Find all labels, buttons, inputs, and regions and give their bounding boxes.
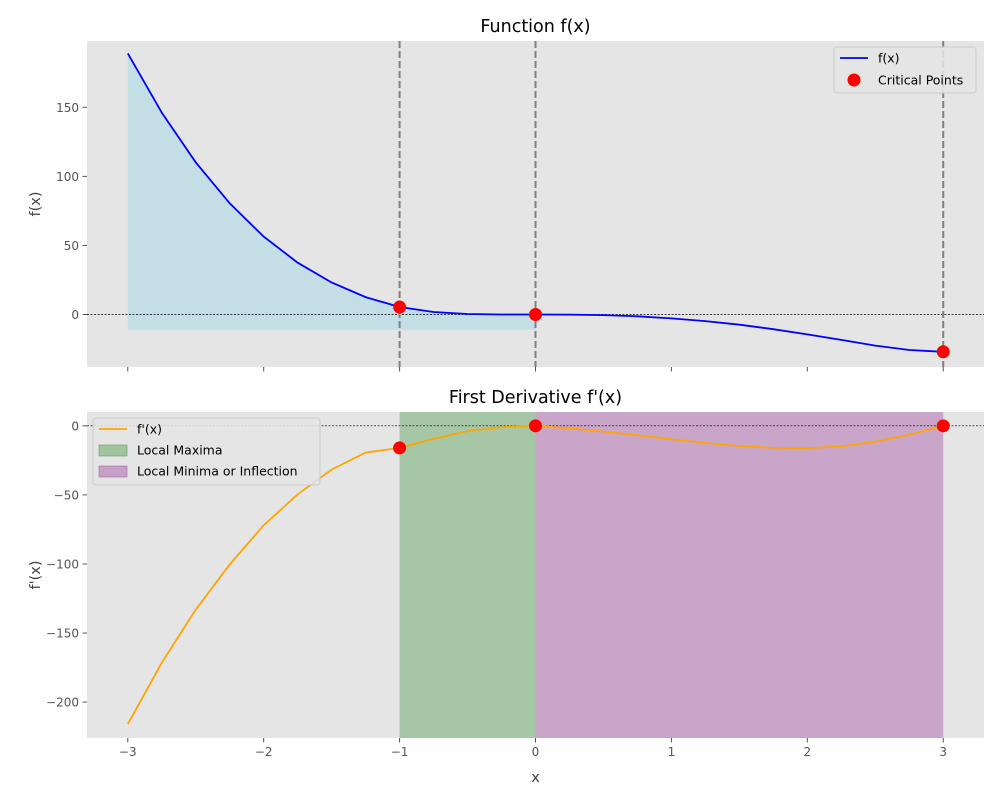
critical-point-0 bbox=[393, 300, 407, 314]
x-tick-label: 3 bbox=[939, 745, 947, 759]
critical-point-2 bbox=[936, 419, 950, 433]
y-tick-label: −150 bbox=[46, 627, 79, 641]
legend-label: f'(x) bbox=[137, 422, 162, 437]
y-axis-label: f(x) bbox=[28, 192, 44, 217]
y-tick-label: −100 bbox=[46, 557, 79, 571]
legend: f'(x) Local Maxima Local Minima or Inflect… bbox=[92, 417, 321, 486]
x-axis-label: x bbox=[531, 770, 540, 786]
derivative-plot: −3 −2 −1 0 1 2 3 0 −50 −100 −150 −200 First Derivati… bbox=[28, 388, 984, 786]
x-tick-label: 0 bbox=[532, 745, 540, 759]
band-local-maxima bbox=[399, 412, 536, 738]
x-tick-label: 1 bbox=[668, 745, 676, 759]
legend-label: Critical Points bbox=[878, 73, 963, 88]
y-axis-label: f'(x) bbox=[28, 561, 44, 590]
x-tick-label: −2 bbox=[255, 745, 273, 759]
chart-title: First Derivative f'(x) bbox=[449, 388, 622, 408]
y-tick-label: 50 bbox=[64, 239, 79, 253]
critical-point-1 bbox=[529, 419, 542, 433]
x-tick-label: 2 bbox=[803, 745, 811, 759]
legend-marker-swatch bbox=[847, 73, 861, 87]
legend-label: f(x) bbox=[878, 51, 900, 66]
y-tick-label: 0 bbox=[71, 419, 79, 433]
function-plot: 0 50 100 150 Function f(x) f(x) f(x) Critical P… bbox=[28, 17, 984, 372]
critical-point-1 bbox=[529, 308, 542, 322]
legend-box bbox=[833, 46, 977, 94]
legend-box bbox=[92, 417, 321, 486]
legend-label: Local Maxima bbox=[137, 443, 223, 458]
chart-title: Function f(x) bbox=[480, 17, 590, 37]
x-tick-label: −3 bbox=[119, 745, 137, 759]
legend: f(x) Critical Points bbox=[833, 46, 977, 94]
x-tick-label: −1 bbox=[391, 745, 409, 759]
y-tick-label: 0 bbox=[71, 308, 79, 322]
area-fill bbox=[127, 53, 536, 330]
critical-point-0 bbox=[393, 441, 407, 455]
band-local-minima-inflection bbox=[535, 412, 944, 738]
y-tick-label: 100 bbox=[56, 170, 79, 184]
legend-patch-swatch bbox=[98, 465, 128, 478]
y-tick-label: −50 bbox=[54, 488, 79, 502]
critical-point-2 bbox=[936, 345, 950, 359]
legend-label: Local Minima or Inflection bbox=[137, 464, 298, 479]
y-tick-label: −200 bbox=[46, 696, 79, 710]
legend-patch-swatch bbox=[98, 444, 128, 457]
y-tick-label: 150 bbox=[56, 101, 79, 115]
